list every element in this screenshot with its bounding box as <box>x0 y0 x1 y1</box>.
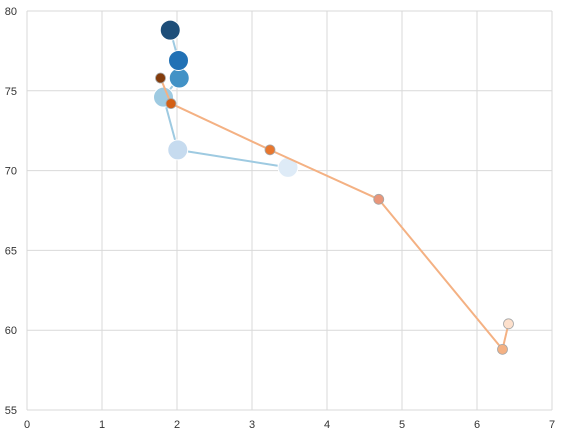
data-point <box>373 193 385 205</box>
data-point <box>155 72 166 84</box>
x-tick-label: 4 <box>324 419 330 431</box>
x-tick-label: 0 <box>24 419 30 431</box>
y-tick-label: 55 <box>5 405 17 417</box>
data-point <box>497 343 508 355</box>
x-tick-label: 7 <box>549 419 555 431</box>
data-point <box>165 98 177 109</box>
y-tick-label: 60 <box>5 325 17 337</box>
x-tick-label: 5 <box>399 419 405 431</box>
gridlines <box>26 10 553 411</box>
x-tick-label: 1 <box>99 419 105 431</box>
data-point <box>159 19 181 41</box>
axes: 0 1 2 3 4 5 6 7 55 60 65 70 75 80 <box>5 6 555 431</box>
y-tick-label: 75 <box>5 86 17 98</box>
data-point <box>503 318 514 330</box>
y-tick-label: 65 <box>5 245 17 257</box>
x-tick-label: 2 <box>174 419 180 431</box>
y-tick-label: 70 <box>5 166 17 178</box>
data-point <box>168 67 190 89</box>
x-tick-label: 6 <box>474 419 480 431</box>
y-tick-label: 80 <box>5 6 17 18</box>
x-tick-label: 3 <box>249 419 255 431</box>
data-point <box>167 139 189 161</box>
series-1 <box>153 19 299 178</box>
series-2 <box>155 72 514 355</box>
series-line <box>159 77 510 351</box>
data-point <box>168 49 189 71</box>
data-point <box>264 144 276 156</box>
series-layer <box>153 19 514 355</box>
